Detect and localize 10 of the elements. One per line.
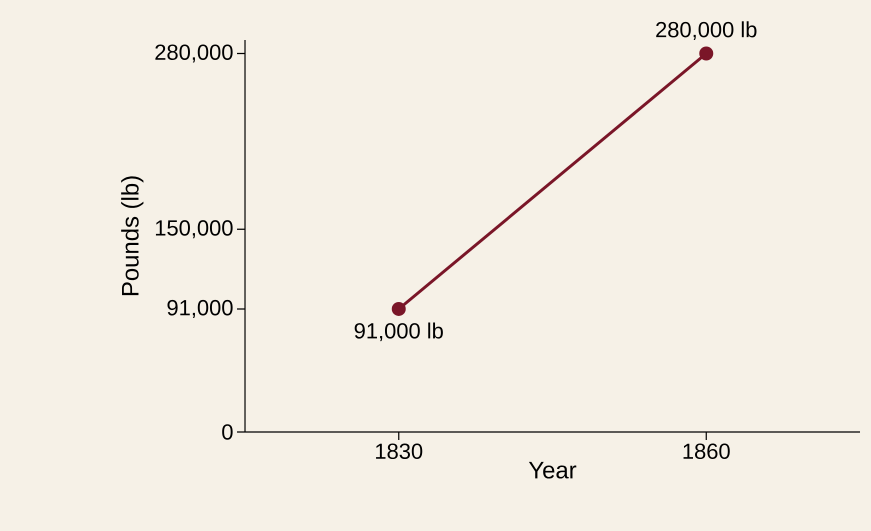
y-tick-label: 150,000 xyxy=(156,220,233,238)
data-label: 91,000 lb xyxy=(354,322,443,342)
y-tick-label: 280,000 xyxy=(155,44,233,63)
data-label: 280,000 lb xyxy=(656,21,756,40)
y-tick-label: 91,000 xyxy=(167,300,233,318)
y-axis-title: Pounds (lb) xyxy=(121,176,144,296)
x-tick-label: 1860 xyxy=(684,443,730,460)
x-tick-label: 1830 xyxy=(376,443,422,460)
x-axis-title: Year xyxy=(528,462,576,479)
y-tick-label: 0 xyxy=(222,424,233,440)
